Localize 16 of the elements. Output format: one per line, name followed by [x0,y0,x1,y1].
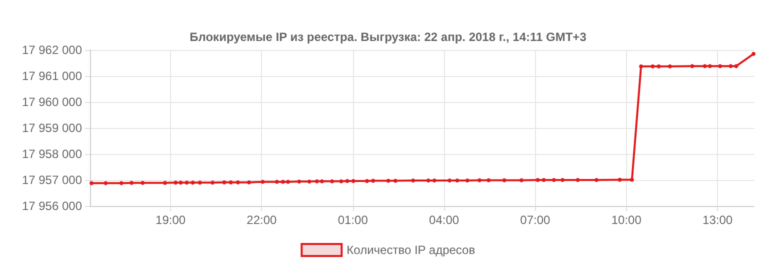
chart-title: Блокируемые IP из реестра. Выгрузка: 22 апр. 2018 г., 14:11 GMT+3 [190,30,587,44]
legend-label: Количество IP адресов [346,243,476,257]
y-tick-label: 17 962 000 [22,43,82,57]
y-tick-label: 17 957 000 [22,173,82,187]
x-tick-label: 22:00 [246,213,278,227]
y-tick-label: 17 960 000 [22,95,82,109]
x-tick-label: 01:00 [338,213,368,227]
x-tick-label: 04:00 [429,213,460,227]
y-tick-label: 17 958 000 [22,147,82,161]
x-tick-label: 07:00 [520,213,551,227]
y-tick-label: 17 956 000 [22,199,82,213]
y-tick-label: 17 961 000 [22,69,82,83]
x-tick-label: 19:00 [156,213,186,227]
x-tick-label: 10:00 [611,213,642,227]
x-tick-label: 13:00 [702,213,733,227]
y-tick-label: 17 959 000 [22,121,82,135]
